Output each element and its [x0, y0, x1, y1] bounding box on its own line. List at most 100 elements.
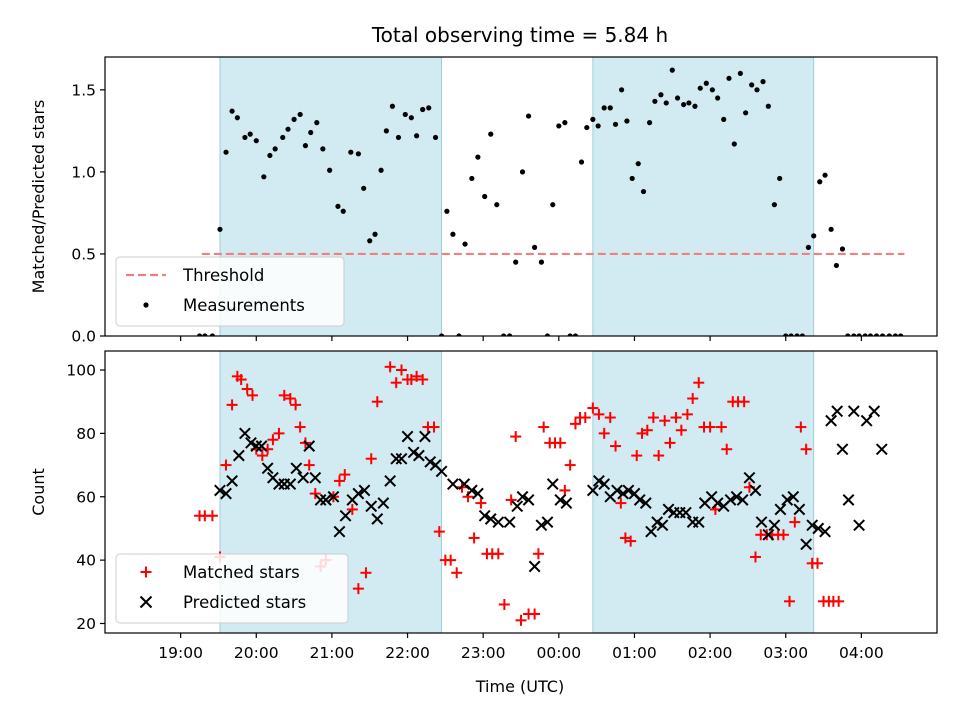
x-tick-label: 02:00: [688, 644, 733, 662]
data-point: [261, 174, 267, 180]
data-point: [384, 361, 396, 373]
y-tick-label: 1.5: [71, 81, 96, 99]
data-point: [340, 208, 346, 214]
data-point: [412, 449, 425, 462]
data-point: [284, 478, 297, 490]
data-point: [604, 412, 616, 424]
data-point: [447, 478, 459, 490]
data-point: [800, 443, 812, 455]
data-point: [724, 494, 737, 506]
data-point: [371, 396, 383, 408]
data-point: [693, 377, 705, 389]
data-point: [314, 494, 327, 506]
data-point: [856, 333, 862, 336]
data-point: [371, 513, 384, 525]
data-point: [471, 487, 484, 500]
data-point: [469, 175, 475, 182]
data-point: [510, 431, 522, 443]
data-point: [246, 389, 258, 401]
data-point: [560, 497, 573, 509]
data-point: [875, 443, 888, 456]
data-point: [445, 554, 457, 566]
data-point: [314, 120, 320, 126]
data-point: [335, 203, 341, 209]
data-point: [401, 430, 414, 443]
data-point: [220, 459, 232, 471]
data-point: [550, 202, 556, 208]
data-point: [346, 503, 358, 515]
data-point: [444, 208, 450, 214]
chart-title: Total observing time = 5.84 h: [371, 23, 668, 47]
data-point: [598, 478, 611, 490]
data-point: [232, 449, 245, 462]
data-point: [433, 526, 445, 538]
y-tick-label: 0.0: [71, 328, 96, 346]
data-point: [546, 478, 559, 490]
data-point: [749, 551, 761, 563]
y-axis-label: Count: [29, 468, 48, 516]
data-point: [828, 226, 834, 232]
y-tick-label: 100: [66, 362, 96, 380]
data-point: [478, 509, 491, 522]
data-point: [762, 528, 775, 541]
plot-frame: [104, 56, 938, 337]
data-point: [646, 120, 653, 126]
data-point: [377, 497, 390, 509]
data-point: [593, 408, 605, 420]
data-point: [488, 131, 494, 137]
data-point: [525, 113, 532, 119]
data-point: [419, 430, 431, 443]
data-point: [226, 475, 238, 487]
data-point: [358, 484, 371, 497]
data-point: [812, 522, 825, 535]
data-point: [860, 414, 873, 427]
data-point: [528, 560, 541, 573]
data-point: [538, 259, 545, 265]
data-point: [587, 402, 599, 414]
data-point: [607, 105, 613, 111]
data-point: [839, 246, 846, 252]
data-point: [777, 175, 783, 182]
data-point: [241, 383, 253, 395]
data-point: [541, 516, 554, 529]
data-point: [309, 488, 321, 500]
x-tick-label: 04:00: [839, 644, 884, 662]
data-point: [255, 440, 268, 452]
data-point: [569, 418, 581, 430]
data-point: [361, 185, 367, 191]
data-point: [771, 202, 777, 208]
data-point: [290, 399, 302, 411]
data-point: [513, 259, 519, 265]
data-point: [787, 490, 800, 503]
data-point: [378, 167, 384, 173]
data-point: [390, 452, 403, 465]
data-point: [611, 484, 623, 497]
data-point: [629, 175, 635, 182]
data-point: [414, 133, 420, 139]
data-point: [516, 490, 529, 503]
data-point: [245, 436, 257, 449]
data-point: [384, 475, 397, 487]
data-point: [333, 525, 346, 538]
data-point: [755, 516, 768, 529]
data-point: [653, 450, 665, 462]
data-point: [280, 134, 286, 141]
data-point: [302, 143, 309, 149]
data-point: [640, 188, 647, 195]
data-point: [395, 364, 407, 376]
data-point: [365, 453, 377, 465]
legend-swatch: [143, 302, 149, 308]
data-point: [535, 519, 548, 532]
data-point: [639, 497, 652, 509]
data-point: [799, 333, 805, 336]
data-point: [242, 134, 248, 141]
data-point: [538, 421, 550, 433]
data-point: [615, 497, 627, 509]
data-point: [862, 333, 868, 336]
data-point: [226, 399, 238, 411]
data-point: [355, 151, 361, 157]
data-point: [892, 333, 898, 336]
data-point: [754, 87, 760, 93]
data-point: [625, 535, 637, 547]
data-point: [833, 262, 840, 269]
